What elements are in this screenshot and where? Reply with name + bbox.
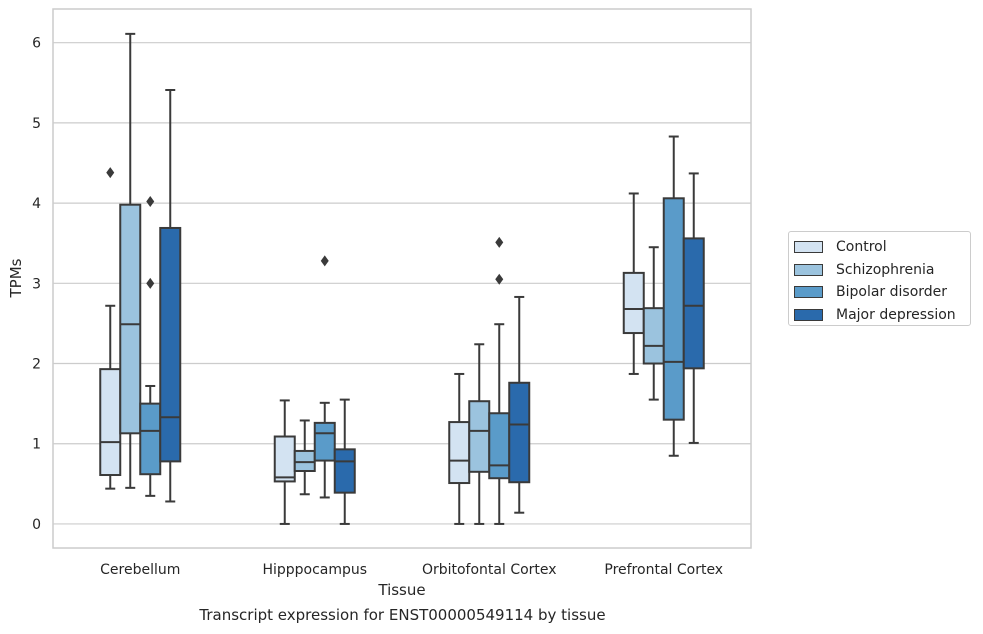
iqr-box <box>488 412 511 480</box>
iqr-box <box>622 271 645 335</box>
box-schizophrenia <box>642 246 665 401</box>
legend-swatch <box>794 308 823 321</box>
box-major-depression <box>159 89 182 503</box>
legend-swatch <box>794 263 823 276</box>
iqr-box <box>139 402 162 476</box>
y-tick-label: 1 <box>32 437 41 453</box>
iqr-box <box>293 449 316 472</box>
box-schizophrenia <box>468 343 491 525</box>
iqr-box <box>468 400 491 473</box>
box-schizophrenia <box>119 32 142 489</box>
plot-frame <box>52 8 752 549</box>
legend-label: Schizophrenia <box>836 261 935 278</box>
y-axis-ticks: 0 1 2 3 4 5 6 <box>32 36 41 533</box>
box-major-depression <box>508 295 531 514</box>
y-tick-label: 4 <box>32 196 41 212</box>
legend-swatch <box>794 241 823 254</box>
box-bipolar-disorder <box>662 135 685 457</box>
iqr-box <box>682 237 705 370</box>
outlier-point <box>146 277 155 289</box>
y-tick-label: 3 <box>32 276 41 292</box>
box-control <box>622 192 645 375</box>
y-axis-label: TPMs <box>7 258 25 298</box>
x-tick-label: Hipppocampus <box>262 562 367 578</box>
x-axis-ticks: Cerebellum Hipppocampus Orbitofontal Corte… <box>100 562 723 578</box>
outlier-point <box>495 273 504 285</box>
legend-item: Schizophrenia <box>794 259 970 282</box>
box-schizophrenia <box>293 419 316 496</box>
iqr-box <box>662 197 685 421</box>
outlier-point <box>320 255 329 267</box>
legend-label: Control <box>836 239 887 256</box>
y-tick-label: 0 <box>32 517 41 533</box>
outlier-point <box>146 196 155 207</box>
box-major-depression <box>682 172 705 444</box>
box-bipolar-disorder <box>488 236 511 525</box>
legend-item: Control <box>794 236 970 259</box>
iqr-box <box>119 203 142 435</box>
box-control <box>448 372 471 525</box>
box-series <box>99 32 705 525</box>
x-tick-label: Prefrontal Cortex <box>604 562 723 578</box>
legend-label: Major depression <box>836 306 956 323</box>
iqr-box <box>333 448 356 494</box>
legend-label: Bipolar disorder <box>836 284 948 301</box>
y-tick-label: 5 <box>32 116 41 132</box>
x-tick-label: Orbitofontal Cortex <box>422 562 557 578</box>
x-tick-label: Cerebellum <box>100 562 180 578</box>
figure-caption: Transcript expression for ENST0000054911… <box>199 606 606 624</box>
box-bipolar-disorder <box>139 196 162 497</box>
outlier-point <box>106 167 115 179</box>
legend-swatch <box>794 286 823 299</box>
box-control <box>273 399 296 525</box>
iqr-box <box>273 435 296 483</box>
iqr-box <box>313 421 336 462</box>
box-control <box>99 167 122 490</box>
iqr-box <box>99 368 122 477</box>
y-tick-label: 6 <box>32 36 41 52</box>
iqr-box <box>642 307 665 365</box>
legend-item: Major depression <box>794 304 970 327</box>
box-bipolar-disorder <box>313 255 336 499</box>
legend: Control Schizophrenia Bipolar disorder Majo… <box>788 231 971 326</box>
iqr-box <box>508 381 531 484</box>
y-tick-label: 2 <box>32 357 41 373</box>
iqr-box <box>159 226 182 463</box>
x-axis-label: Tissue <box>377 581 425 599</box>
iqr-box <box>448 421 471 485</box>
legend-item: Bipolar disorder <box>794 281 970 304</box>
box-major-depression <box>333 398 356 525</box>
outlier-point <box>495 236 504 248</box>
